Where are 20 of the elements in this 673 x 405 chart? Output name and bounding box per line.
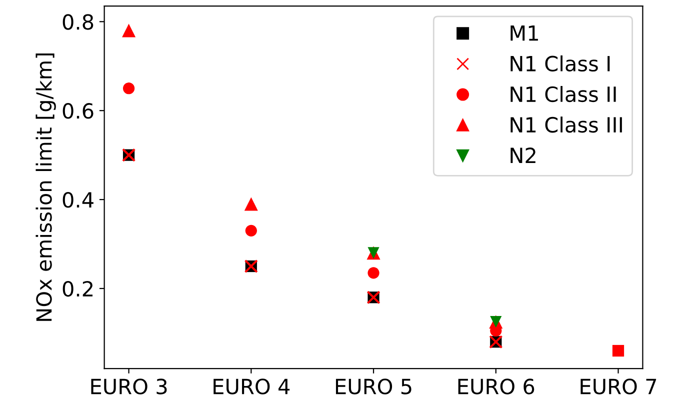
x-tick-label: EURO 6	[458, 378, 534, 394]
legend-label: M1	[510, 25, 538, 41]
legend-label: N2	[510, 148, 536, 163]
y-tick-label: 0.2	[62, 280, 93, 297]
y-axis-title: NOx emission limit [g/km]	[36, 53, 56, 321]
point	[122, 82, 135, 94]
x-tick-label: EURO 7	[580, 378, 656, 394]
legend-label: N1 Class II	[510, 86, 616, 102]
x-tick-label: EURO 3	[91, 378, 167, 394]
y-tick-label: 0.8	[62, 14, 94, 30]
point	[244, 197, 258, 211]
y-tick-label: 0.6	[62, 103, 94, 119]
y-tick-label: 0.4	[62, 192, 94, 208]
point	[245, 224, 257, 236]
legend-label: N1 Class III	[510, 116, 622, 133]
x-tick-label: EURO 4	[214, 378, 290, 394]
point	[122, 24, 136, 38]
point	[368, 267, 380, 279]
legend-label: N1 Class I	[510, 55, 610, 72]
x-tick-label: EURO 5	[336, 378, 412, 394]
